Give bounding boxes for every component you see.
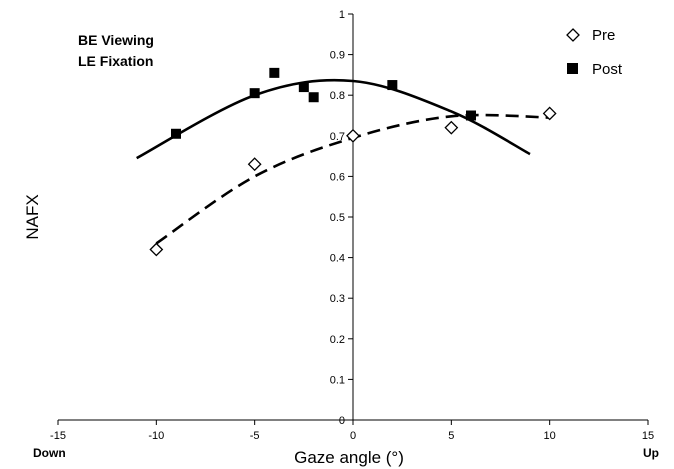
annotation-le-fixation: LE Fixation — [78, 53, 153, 69]
y-tick-label: 0.8 — [330, 90, 345, 102]
x-direction-up-label: Up — [643, 446, 659, 460]
legend: Pre Post — [566, 27, 623, 78]
point-pre — [247, 157, 262, 172]
y-tick-label: 1 — [339, 9, 345, 21]
x-axis-title: Gaze angle (°) — [294, 448, 404, 467]
y-tick-label: 0.5 — [330, 212, 345, 224]
legend-pre-label: Pre — [592, 27, 615, 44]
x-tick-label: -15 — [50, 430, 66, 442]
point-pre — [346, 128, 360, 143]
point-pre — [444, 120, 459, 135]
y-tick-label: 0.3 — [330, 293, 345, 305]
legend-post-square-icon — [567, 63, 578, 74]
x-tick-label: 0 — [350, 430, 356, 442]
point-post — [308, 92, 319, 103]
y-tick-label: 0 — [339, 415, 345, 427]
point-post — [387, 80, 398, 91]
legend-post-label: Post — [592, 61, 623, 78]
point-post — [466, 110, 476, 121]
point-pre — [149, 242, 164, 257]
point-post — [298, 82, 309, 93]
y-tick-label: 0.1 — [330, 374, 345, 386]
point-pre — [542, 106, 557, 121]
legend-pre-diamond-icon — [566, 28, 580, 42]
point-post — [171, 128, 181, 139]
y-tick-label: 0.4 — [330, 253, 345, 265]
y-tick-label: 0.7 — [330, 131, 345, 143]
x-tick-label: 5 — [448, 430, 454, 442]
x-direction-down-label: Down — [33, 446, 66, 460]
y-ticks: 0 0.1 0.2 0.3 0.4 0.5 0.6 0.7 0.8 0.9 1 — [330, 9, 353, 427]
y-tick-label: 0.9 — [330, 50, 345, 62]
y-tick-label: 0.2 — [330, 334, 345, 346]
x-tick-label: -5 — [250, 430, 260, 442]
data-markers — [149, 67, 557, 257]
y-tick-label: 0.6 — [330, 171, 345, 183]
x-tick-label: 15 — [642, 430, 654, 442]
point-post — [249, 88, 260, 99]
y-axis-title: NAFX — [23, 194, 42, 239]
x-tick-label: 10 — [544, 430, 556, 442]
x-tick-label: -10 — [148, 430, 164, 442]
x-ticks: -15 -10 -5 0 5 10 15 — [50, 420, 654, 442]
annotation-be-viewing: BE Viewing — [78, 32, 154, 48]
point-post — [269, 67, 280, 78]
